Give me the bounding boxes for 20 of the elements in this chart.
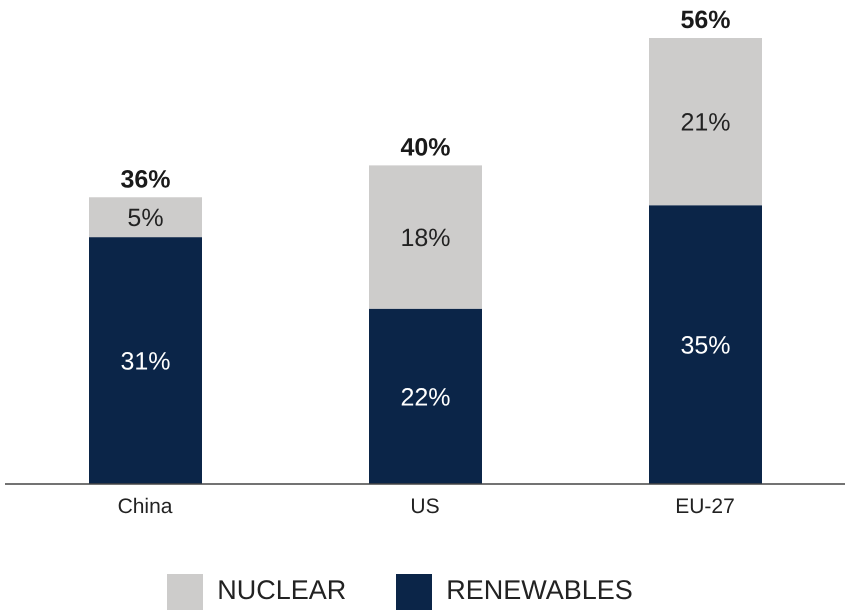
bar [89,237,202,484]
bar [369,308,482,484]
data-label: 21% [680,108,731,136]
data-label: 5% [127,204,164,232]
data-label: 22% [400,383,451,412]
legend-label: NUCLEAR [217,575,346,606]
bar [649,205,762,484]
x-tick-label: China [118,494,173,518]
bar [649,38,762,206]
data-label: 18% [400,224,451,252]
total-label: 36% [120,165,171,194]
bar [89,197,202,238]
bar [369,165,482,309]
x-tick-label: EU-27 [675,494,735,518]
data-label: 35% [680,332,731,360]
total-label: 40% [400,133,451,162]
total-label: 56% [680,6,731,34]
x-tick-label: US [410,494,440,518]
data-label: 31% [120,347,171,376]
legend-label: RENEWABLES [446,575,633,606]
